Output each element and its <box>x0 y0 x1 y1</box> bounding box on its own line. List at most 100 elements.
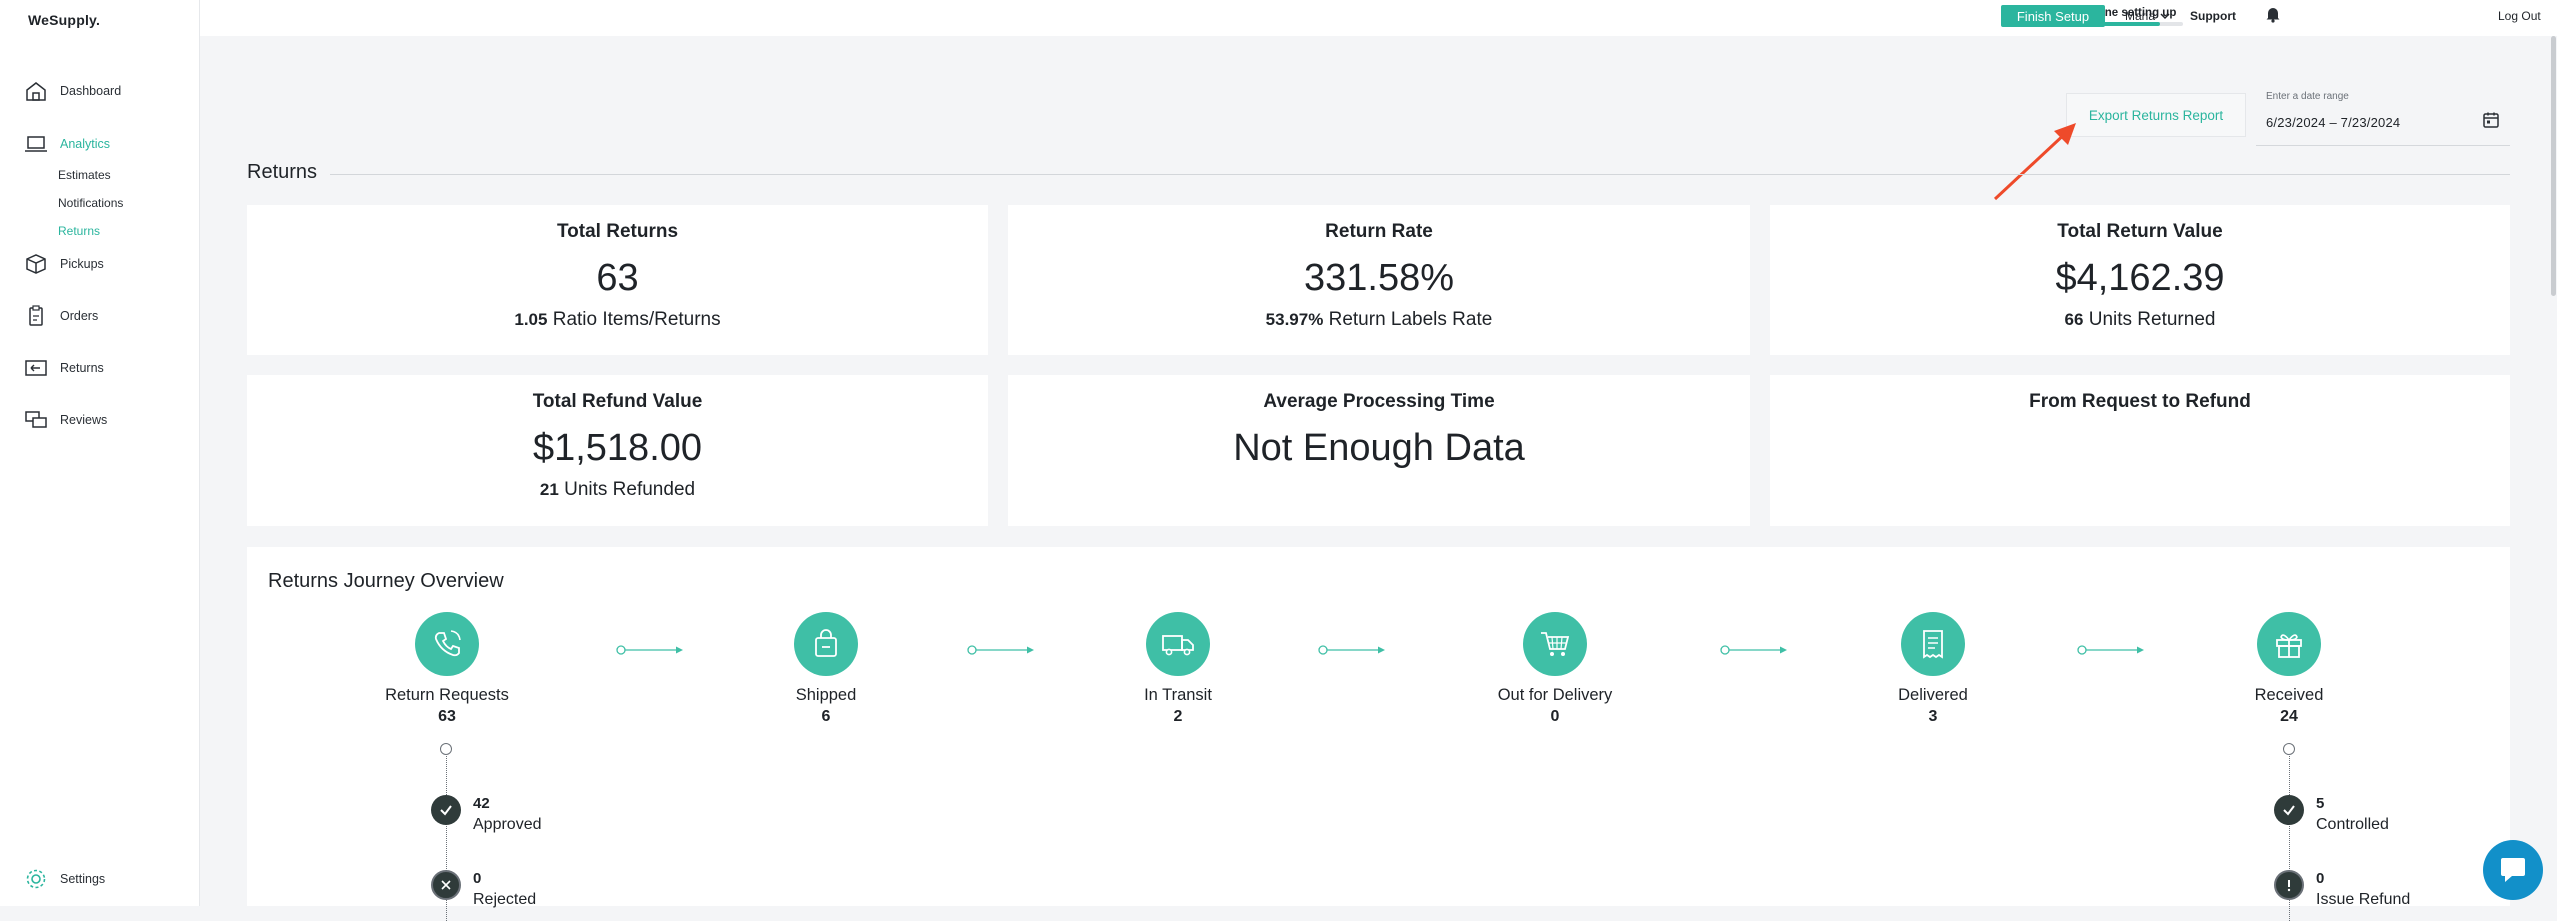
card-value: Not Enough Data <box>1233 427 1525 469</box>
sidebar-subitem-returns[interactable]: Returns <box>58 224 101 238</box>
stage-return-requests[interactable]: Return Requests 63 <box>367 612 527 726</box>
card-total-refund-value: Total Refund Value $1,518.00 21 Units Re… <box>247 375 988 526</box>
status-label: Approved <box>473 816 542 833</box>
stage-connector <box>967 645 1034 655</box>
status-label: Controlled <box>2316 816 2389 833</box>
section-divider <box>330 174 2510 175</box>
user-menu[interactable]: Maria <box>2125 9 2170 23</box>
phone-icon <box>415 612 479 676</box>
card-title: Return Rate <box>1325 221 1433 242</box>
stage-connector <box>2077 645 2144 655</box>
sidebar-subitem-estimates[interactable]: Estimates <box>58 168 111 182</box>
returns-journey-panel: Returns Journey Overview Return Requests… <box>247 547 2510 921</box>
stage-label: Out for Delivery <box>1497 686 1613 704</box>
branch-node <box>2283 743 2295 755</box>
date-range-label: Enter a date range <box>2266 91 2349 102</box>
laptop-icon <box>25 136 47 152</box>
card-return-rate: Return Rate 331.58% 53.97% Return Labels… <box>1008 205 1750 355</box>
stage-connector <box>1720 645 1787 655</box>
stage-connector <box>1318 645 1385 655</box>
sidebar-item-orders[interactable]: Orders <box>24 305 98 327</box>
card-title: Total Refund Value <box>532 391 703 412</box>
stage-label: Return Requests <box>385 686 509 704</box>
export-returns-report-button[interactable]: Export Returns Report <box>2066 93 2246 137</box>
card-value: 331.58% <box>1303 257 1454 299</box>
sidebar-item-label: Orders <box>60 309 99 323</box>
card-sub-text: Units Refunded <box>564 479 696 500</box>
section-title: Returns <box>247 161 318 183</box>
check-icon <box>431 795 461 825</box>
status-rejected[interactable]: 0 Rejected <box>431 870 536 909</box>
status-count: 0 <box>2316 870 2325 887</box>
finish-setup-button[interactable]: Finish Setup <box>2001 5 2105 27</box>
card-title: Total Return Value <box>2057 221 2223 242</box>
logout-link[interactable]: Log Out <box>2498 9 2541 23</box>
sidebar-item-analytics[interactable]: Analytics <box>24 133 110 155</box>
stage-delivered[interactable]: Delivered 3 <box>1853 612 2013 726</box>
stage-label: Received <box>2254 686 2324 704</box>
sidebar-subitem-notifications[interactable]: Notifications <box>58 196 124 210</box>
status-approved[interactable]: 42 Approved <box>431 795 542 834</box>
card-value: $4,162.39 <box>2055 257 2225 299</box>
user-name: Maria <box>2125 9 2156 23</box>
date-range-value[interactable]: 6/23/2024 – 7/23/2024 <box>2266 115 2401 130</box>
gear-icon <box>26 869 46 889</box>
card-sub-number: 66 <box>2064 310 2084 329</box>
sidebar-item-reviews[interactable]: Reviews <box>24 409 107 431</box>
annotation-arrow <box>1993 123 2076 201</box>
box-icon <box>26 254 46 274</box>
status-label: Rejected <box>473 891 537 908</box>
sidebar-item-pickups[interactable]: Pickups <box>24 253 104 275</box>
status-label: Issue Refund <box>2316 891 2411 908</box>
bell-icon[interactable] <box>2264 5 2282 23</box>
sidebar-item-label: Settings <box>60 872 106 886</box>
card-sub-number: 53.97% <box>1265 310 1324 329</box>
stage-label: In Transit <box>1144 686 1212 704</box>
calendar-icon[interactable] <box>2482 111 2500 129</box>
sidebar-item-label: Analytics <box>60 137 111 151</box>
chat-icon <box>2501 858 2525 882</box>
stage-shipped[interactable]: Shipped 6 <box>746 612 906 726</box>
chevron-down-icon <box>2160 13 2170 20</box>
stage-connector <box>616 645 683 655</box>
card-sub-text: Return Labels Rate <box>1328 309 1493 330</box>
check-icon <box>2274 795 2304 825</box>
card-sub-text: Ratio Items/Returns <box>552 309 721 330</box>
return-icon <box>25 360 47 376</box>
date-range-picker[interactable]: Enter a date range 6/23/2024 – 7/23/2024 <box>2256 85 2510 146</box>
card-subtitle: 1.05 Ratio Items/Returns <box>247 309 988 331</box>
sidebar-item-label: Pickups <box>60 257 104 271</box>
stage-in-transit[interactable]: In Transit 2 <box>1098 612 1258 726</box>
card-subtitle: 53.97% Return Labels Rate <box>1008 309 1750 331</box>
chat-widget-button[interactable] <box>2483 840 2543 900</box>
page-scrollbar[interactable] <box>2551 36 2556 296</box>
home-icon <box>26 82 46 101</box>
gift-icon <box>2257 612 2321 676</box>
card-subtitle: 66 Units Returned <box>1770 309 2510 331</box>
stage-count: 2 <box>1173 708 1183 725</box>
stage-count: 0 <box>1550 708 1560 725</box>
sidebar-item-returns[interactable]: Returns <box>24 357 104 379</box>
app-logo[interactable]: WeSupply. <box>28 12 101 28</box>
card-title: From Request to Refund <box>2029 391 2251 412</box>
sidebar-item-dashboard[interactable]: Dashboard <box>24 80 121 102</box>
status-count: 42 <box>473 795 490 812</box>
card-sub-number: 1.05 <box>514 310 548 329</box>
card-request-to-refund: From Request to Refund <box>1770 375 2510 526</box>
support-link[interactable]: Support <box>2190 9 2236 23</box>
clipboard-icon <box>29 305 43 326</box>
status-controlled[interactable]: 5 Controlled <box>2274 795 2389 834</box>
sidebar-item-label: Returns <box>60 361 104 375</box>
status-issue-refund[interactable]: 0 Issue Refund <box>2274 870 2410 909</box>
card-sub-number: 21 <box>539 480 559 499</box>
close-icon <box>431 870 461 900</box>
stage-received[interactable]: Received 24 <box>2209 612 2369 726</box>
card-total-returns: Total Returns 63 1.05 Ratio Items/Return… <box>247 205 988 355</box>
sidebar-item-settings[interactable]: Settings <box>24 868 105 890</box>
chat-bubbles-icon <box>25 411 47 428</box>
journey-title: Returns Journey Overview <box>268 570 504 592</box>
card-value: 63 <box>596 257 639 299</box>
stage-out-for-delivery[interactable]: Out for Delivery 0 <box>1475 612 1635 726</box>
stage-label: Shipped <box>795 686 857 704</box>
receipt-icon <box>1901 612 1965 676</box>
